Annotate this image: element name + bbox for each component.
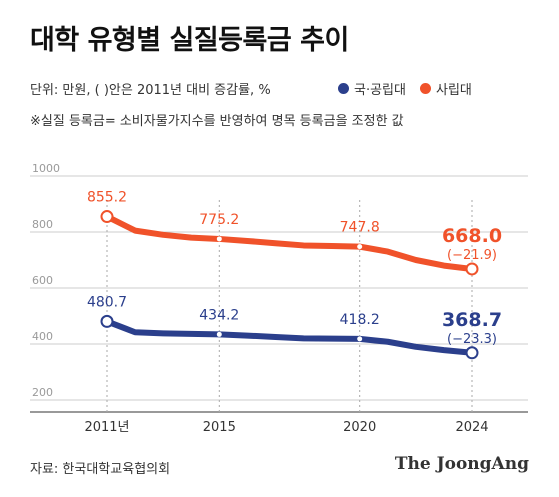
x-tick-label-2011: 2011년 xyxy=(84,420,129,435)
point-private-2011 xyxy=(100,210,114,224)
legend: 국·공립대 사립대 xyxy=(338,79,486,98)
y-tick-label-800: 800 xyxy=(32,218,53,231)
change-label-public-2024: (−23.3) xyxy=(447,332,497,347)
value-label-private-2020: 747.8 xyxy=(340,220,380,236)
source-note: 자료: 한국대학교육협의회 xyxy=(30,462,171,477)
legend-item-private: 사립대 xyxy=(419,79,472,98)
x-tick-label-2024: 2024 xyxy=(455,420,488,435)
value-label-public-2024: 368.7 xyxy=(442,309,502,331)
point-private-2020 xyxy=(357,244,363,250)
value-label-public-2011: 480.7 xyxy=(87,294,127,310)
point-public-2011 xyxy=(100,314,114,328)
y-tick-label-600: 600 xyxy=(32,274,53,287)
unit-note: 단위: 만원, ( )안은 2011년 대비 증감률, % xyxy=(30,83,271,98)
value-label-private-2024: 668.0 xyxy=(442,225,502,247)
value-label-private-2011: 855.2 xyxy=(87,190,127,206)
point-public-2020 xyxy=(357,336,363,342)
line-chart: 200 400 600 800 1000 2011년 2015 2020 2024 480.7 43… xyxy=(30,162,528,435)
series-line-public xyxy=(104,318,475,356)
y-tick-label-400: 400 xyxy=(32,330,53,343)
value-label-public-2015: 434.2 xyxy=(199,307,239,323)
point-public-2024 xyxy=(465,346,479,360)
legend-item-public: 국·공립대 xyxy=(338,79,406,98)
definition-note: ※실질 등록금= 소비자물가지수를 반영하여 명목 등록금을 조정한 값 xyxy=(30,114,404,129)
point-private-2015 xyxy=(216,236,222,242)
legend-swatch-public xyxy=(338,83,349,94)
value-label-public-2020: 418.2 xyxy=(340,312,380,328)
x-tick-label-2020: 2020 xyxy=(343,420,376,435)
legend-label-private: 사립대 xyxy=(435,83,472,98)
point-public-2015 xyxy=(216,331,222,337)
series-line-private xyxy=(104,213,475,272)
legend-swatch-private xyxy=(419,83,431,94)
y-tick-label-200: 200 xyxy=(32,386,53,399)
y-tick-label-1000: 1000 xyxy=(32,162,60,175)
value-label-private-2015: 775.2 xyxy=(199,212,239,228)
legend-label-public: 국·공립대 xyxy=(354,83,406,98)
change-label-private-2024: (−21.9) xyxy=(447,248,497,263)
brand-logo: The JoongAng xyxy=(394,454,529,474)
point-private-2024 xyxy=(465,262,479,276)
x-tick-label-2015: 2015 xyxy=(203,420,236,435)
chart-title: 대학 유형별 실질등록금 추이 xyxy=(30,25,349,56)
